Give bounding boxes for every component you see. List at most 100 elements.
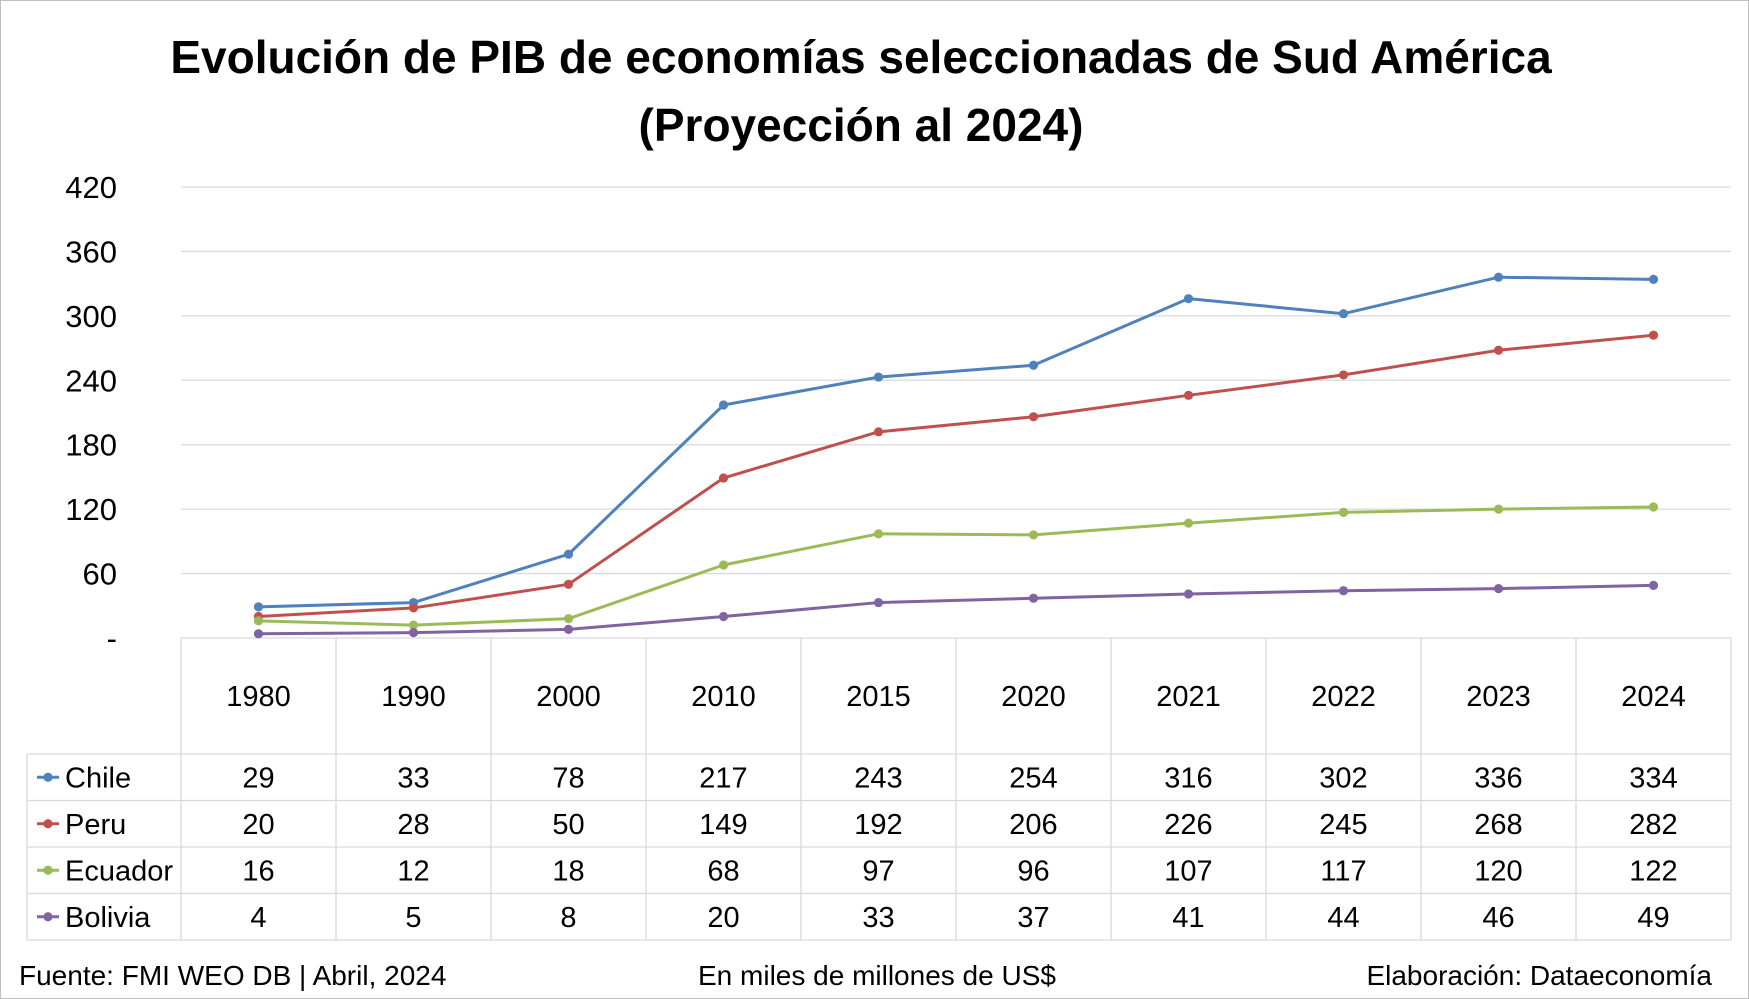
- data-label: 334: [1629, 762, 1677, 794]
- data-label: 4: [250, 902, 266, 934]
- data-label: 5: [405, 902, 421, 934]
- data-point: [1183, 518, 1194, 528]
- x-tick-label: 1990: [381, 681, 446, 713]
- data-label: 33: [862, 902, 894, 934]
- data-point: [718, 611, 729, 622]
- y-tick-label: 240: [65, 363, 117, 398]
- data-point: [1493, 504, 1504, 514]
- data-label: 20: [707, 902, 739, 934]
- legend-label: Peru: [65, 809, 126, 841]
- data-point: [718, 400, 729, 410]
- data-point: [1028, 360, 1039, 370]
- data-point: [1648, 274, 1659, 284]
- data-point: [563, 579, 574, 589]
- units-note: En miles de millones de US$: [698, 960, 1056, 991]
- data-label: 120: [1474, 855, 1522, 887]
- data-label: 46: [1482, 902, 1514, 934]
- data-point: [1648, 502, 1659, 512]
- data-point: [1183, 589, 1194, 599]
- data-label: 44: [1327, 902, 1359, 934]
- x-tick-label: 2024: [1621, 681, 1686, 713]
- data-point: [408, 620, 419, 630]
- data-point: [1338, 507, 1349, 517]
- x-tick-label: 2015: [846, 681, 911, 713]
- y-tick-label: 120: [65, 492, 117, 527]
- data-point: [1183, 390, 1194, 400]
- legend-key-marker: [43, 912, 53, 922]
- data-point: [1648, 330, 1659, 340]
- data-point: [1338, 370, 1349, 380]
- data-point: [1338, 309, 1349, 319]
- data-point: [1648, 580, 1659, 590]
- legend-key-marker: [43, 819, 53, 829]
- data-label: 226: [1164, 809, 1212, 841]
- x-tick-label: 2023: [1466, 681, 1531, 713]
- data-label: 28: [397, 809, 429, 841]
- data-point: [718, 473, 729, 483]
- data-label: 12: [397, 855, 429, 887]
- series-line-peru: [258, 333, 1654, 619]
- data-label: 117: [1320, 855, 1366, 887]
- chart-title: Evolución de PIB de economías selecciona…: [170, 31, 1552, 151]
- data-label: 16: [242, 855, 274, 887]
- data-label: 245: [1319, 809, 1367, 841]
- data-point: [873, 427, 884, 437]
- data-point: [563, 549, 574, 559]
- data-label: 254: [1009, 762, 1057, 794]
- x-tick-label: 2010: [691, 681, 756, 713]
- data-point: [563, 614, 574, 624]
- y-tick-label: 60: [83, 557, 117, 592]
- series-line-chile: [258, 275, 1654, 609]
- data-label: 302: [1319, 762, 1367, 794]
- data-label: 243: [854, 762, 902, 794]
- data-label: 50: [552, 809, 584, 841]
- data-point: [1493, 584, 1504, 594]
- data-point: [873, 372, 884, 382]
- data-point: [718, 560, 729, 570]
- x-tick-label: 2000: [536, 681, 601, 713]
- data-point: [1028, 530, 1039, 540]
- data-point: [563, 624, 574, 635]
- legend-key-marker: [43, 772, 53, 782]
- source-note: Fuente: FMI WEO DB | Abril, 2024: [19, 960, 447, 991]
- data-point: [1028, 593, 1039, 603]
- data-point: [253, 629, 264, 639]
- data-label: 97: [862, 855, 894, 887]
- data-label: 37: [1017, 902, 1049, 934]
- x-tick-label: 2021: [1156, 681, 1221, 713]
- legend-key-marker: [43, 865, 53, 875]
- data-point: [1338, 586, 1349, 596]
- data-point: [253, 616, 264, 626]
- data-point: [408, 603, 419, 613]
- data-label: 149: [699, 809, 747, 841]
- y-tick-label: 300: [65, 299, 117, 334]
- data-label: 268: [1474, 809, 1522, 841]
- data-label: 282: [1629, 809, 1677, 841]
- data-point: [253, 602, 264, 612]
- data-point: [1183, 294, 1194, 304]
- x-tick-label: 1980: [226, 681, 291, 713]
- y-tick-label: 420: [65, 170, 117, 205]
- data-label: 122: [1629, 855, 1677, 887]
- data-label: 41: [1172, 902, 1204, 934]
- data-label: 217: [699, 762, 747, 794]
- data-label: 206: [1009, 809, 1057, 841]
- y-tick-label: -: [107, 621, 117, 656]
- data-label: 96: [1017, 855, 1049, 887]
- data-label: 107: [1164, 855, 1212, 887]
- legend-label: Chile: [65, 762, 131, 794]
- data-label: 20: [242, 809, 274, 841]
- data-point: [873, 597, 884, 608]
- data-label: 316: [1164, 762, 1212, 794]
- data-label: 336: [1474, 762, 1522, 794]
- y-tick-label: 180: [65, 428, 117, 463]
- data-label: 68: [707, 855, 739, 887]
- data-point: [1493, 272, 1504, 282]
- data-label: 78: [552, 762, 584, 794]
- data-label: 192: [854, 809, 902, 841]
- data-label: 29: [242, 762, 274, 794]
- y-tick-label: 360: [65, 234, 117, 269]
- data-point: [1028, 412, 1039, 422]
